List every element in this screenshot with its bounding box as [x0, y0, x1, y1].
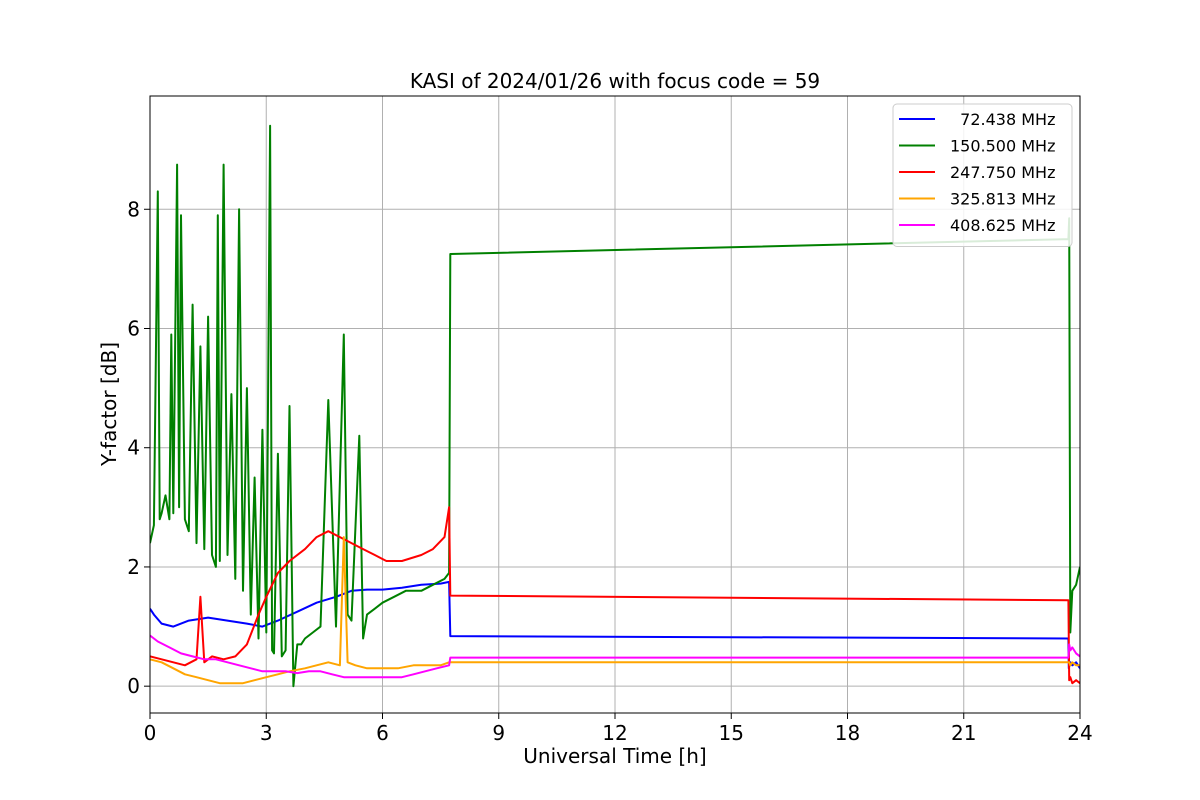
x-axis-label: Universal Time [h]	[523, 744, 706, 768]
x-tick-label: 18	[835, 721, 860, 745]
legend-label: 72.438 MHz	[950, 110, 1055, 129]
series-group	[150, 124, 1080, 688]
legend-label: 325.813 MHz	[950, 190, 1055, 209]
legend-box	[892, 103, 1073, 247]
y-tick-label: 6	[127, 316, 140, 340]
x-tick-label: 3	[260, 721, 273, 745]
series-line-4	[150, 634, 1080, 679]
x-tick-label: 21	[951, 721, 976, 745]
x-axis: 0 3 6 9 12 15 18 21 24	[144, 713, 1093, 745]
series-line-3	[150, 536, 1080, 685]
y-tick-label: 4	[127, 436, 140, 460]
x-tick-label: 12	[602, 721, 627, 745]
legend: 72.438 MHz 150.500 MHz 247.750 MHz 325.813 …	[892, 103, 1073, 247]
legend-label: 408.625 MHz	[950, 216, 1055, 235]
legend-label: 150.500 MHz	[950, 137, 1055, 156]
y-axis-label: Y-factor [dB]	[97, 342, 121, 467]
x-tick-label: 15	[719, 721, 744, 745]
y-axis: 0 2 4 6 8	[127, 197, 150, 698]
y-tick-label: 2	[127, 555, 140, 579]
x-tick-label: 6	[376, 721, 389, 745]
y-tick-label: 8	[127, 197, 140, 221]
y-tick-label: 0	[127, 674, 140, 698]
legend-label: 247.750 MHz	[950, 163, 1055, 182]
x-tick-label: 9	[492, 721, 505, 745]
x-tick-label: 24	[1067, 721, 1092, 745]
series-line-2	[150, 506, 1080, 685]
series-line-1	[150, 124, 1080, 688]
chart-title: KASI of 2024/01/26 with focus code = 59	[410, 69, 820, 93]
x-tick-label: 0	[144, 721, 157, 745]
